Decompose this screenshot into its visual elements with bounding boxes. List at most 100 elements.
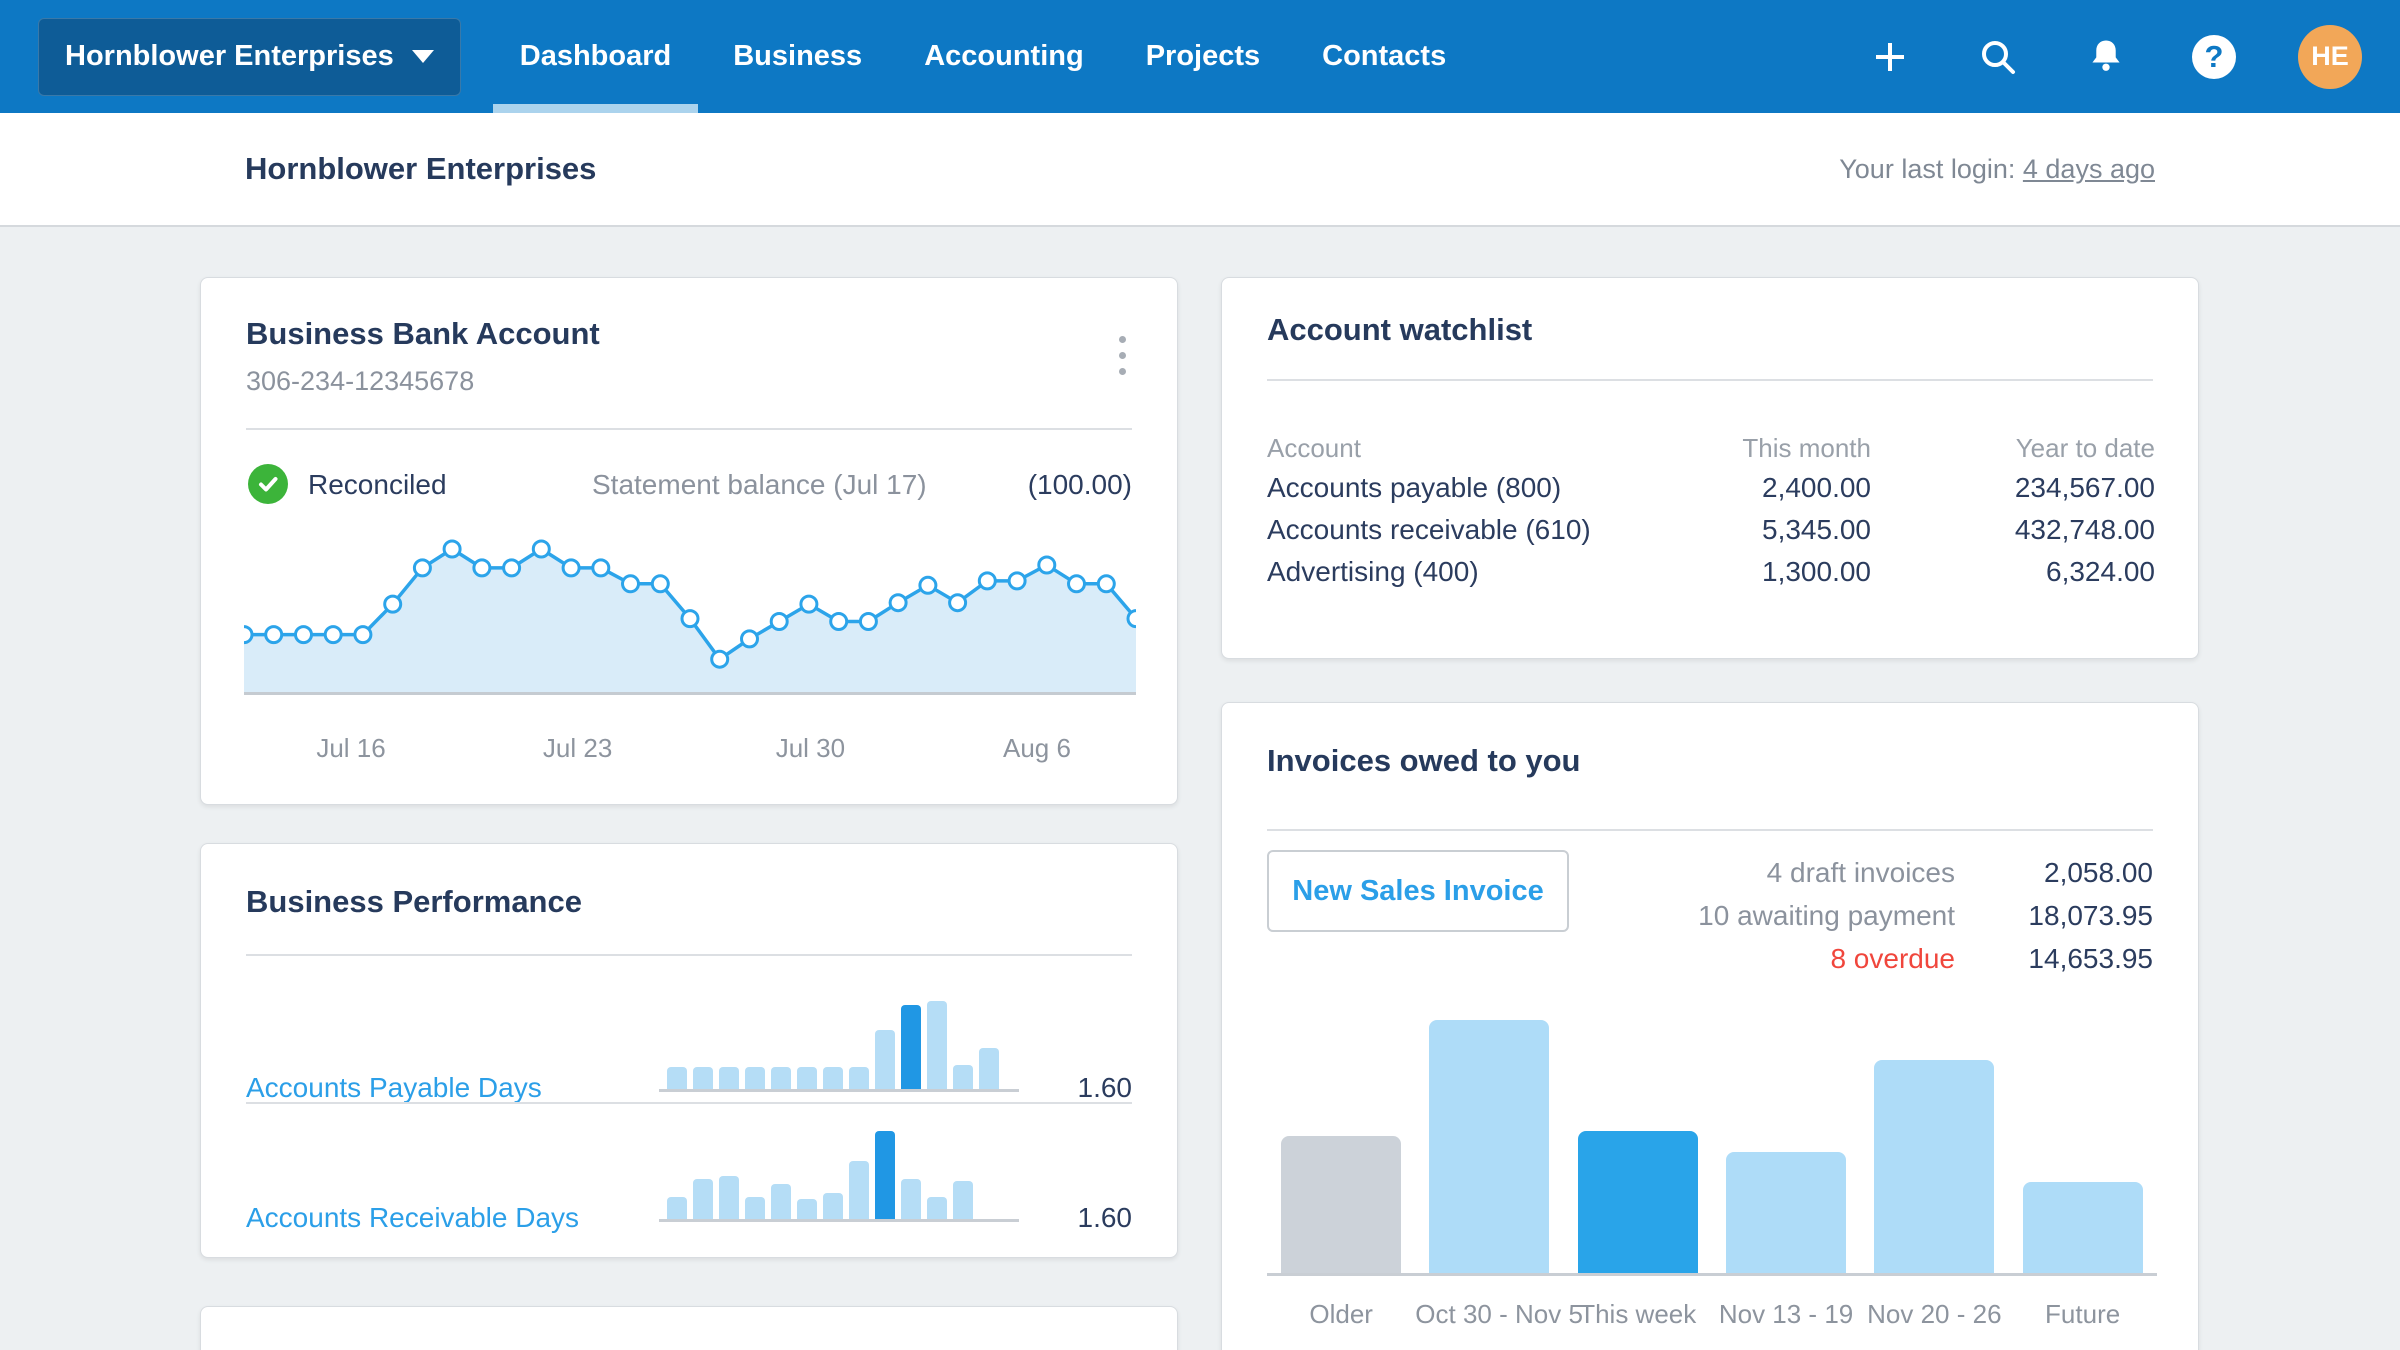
data-point[interactable]: [918, 575, 938, 595]
performance-metric-link[interactable]: Accounts Payable Days: [246, 1072, 542, 1103]
account-value: 1,300.00: [1762, 556, 1871, 587]
account-value: 234,567.00: [2014, 472, 2155, 503]
data-point[interactable]: [888, 593, 908, 613]
data-point[interactable]: [769, 612, 789, 631]
bar-slot: [1415, 1015, 1563, 1273]
data-point[interactable]: [412, 558, 432, 578]
data-point[interactable]: [531, 539, 551, 559]
invoices-owed-card: Invoices owed to you New Sales Invoice 4…: [1221, 702, 2199, 1350]
bell-icon: [2092, 40, 2120, 71]
invoice-week-bar[interactable]: [2022, 1181, 2143, 1273]
data-point[interactable]: [323, 625, 343, 645]
performance-metric-link[interactable]: Accounts Receivable Days: [246, 1202, 580, 1233]
data-point[interactable]: [621, 574, 640, 594]
sparkline-chart[interactable]: [659, 1124, 1019, 1219]
avatar[interactable]: HE: [2298, 24, 2362, 89]
sparkline-bar: [719, 1067, 739, 1089]
data-point[interactable]: [264, 625, 284, 645]
column-header: Account: [1267, 432, 1361, 463]
create-new-button[interactable]: [1866, 33, 1914, 81]
invoice-week-bar[interactable]: [1429, 1020, 1550, 1273]
invoice-week-bar[interactable]: [1726, 1151, 1847, 1273]
data-point[interactable]: [591, 558, 611, 578]
data-point[interactable]: [650, 574, 670, 594]
sparkline-bar: [745, 1197, 765, 1219]
data-point[interactable]: [710, 649, 730, 669]
sparkline-bar: [927, 1197, 947, 1219]
x-axis-label: Aug 6: [1003, 733, 1071, 763]
data-point[interactable]: [472, 558, 492, 578]
sparkline-chart[interactable]: [659, 994, 1019, 1089]
sparkline-bar: [745, 1067, 765, 1089]
bar-slot: [1860, 1015, 2008, 1273]
nav-item-contacts[interactable]: Contacts: [1322, 40, 1447, 72]
search-button[interactable]: [1974, 33, 2022, 81]
data-point[interactable]: [829, 612, 849, 631]
divider: [246, 428, 1132, 430]
bank-account-card: Business Bank Account 306-234-12345678 R…: [200, 277, 1178, 805]
bar-slot: [1564, 1015, 1712, 1273]
invoice-stat-row[interactable]: 8 overdue 14,653.95: [1622, 941, 2153, 977]
data-point[interactable]: [977, 571, 997, 591]
data-point[interactable]: [799, 594, 819, 614]
invoice-week-bar[interactable]: [1874, 1060, 1995, 1273]
sparkline-bar: [823, 1067, 843, 1089]
table-row[interactable]: Accounts receivable (610) 5,345.00 432,748…: [1267, 510, 2155, 550]
divider: [1267, 829, 2153, 831]
invoice-stat-row[interactable]: 4 draft invoices 2,058.00: [1622, 855, 2153, 891]
data-point[interactable]: [383, 594, 403, 614]
last-login-label: Your last login:: [1839, 153, 2023, 184]
data-point[interactable]: [680, 609, 700, 629]
column-header: This month: [1742, 432, 1871, 463]
bank-balance-chart[interactable]: [244, 526, 1136, 698]
invoice-stat-row[interactable]: 10 awaiting payment 18,073.95: [1622, 898, 2153, 934]
data-point[interactable]: [244, 625, 254, 645]
statement-balance-value: (100.00): [1027, 469, 1132, 500]
invoice-week-bar[interactable]: [1281, 1136, 1402, 1273]
check-icon: [259, 477, 278, 492]
data-point[interactable]: [561, 558, 581, 578]
new-sales-invoice-button[interactable]: New Sales Invoice: [1267, 850, 1569, 932]
bar-category-label: Oct 30 - Nov 5: [1415, 1299, 1583, 1329]
invoice-week-bar[interactable]: [1577, 1131, 1698, 1273]
nav-item-business[interactable]: Business: [733, 40, 863, 72]
data-point[interactable]: [1126, 609, 1136, 629]
invoice-amount: 2,058.00: [2044, 857, 2153, 888]
next-card-partial: [200, 1306, 1178, 1350]
data-point[interactable]: [1037, 555, 1057, 575]
table-row[interactable]: Accounts payable (800) 2,400.00 234,567.00: [1267, 468, 2155, 508]
x-axis-label: Jul 23: [542, 733, 613, 763]
nav-item-dashboard[interactable]: Dashboard: [489, 0, 702, 113]
data-point[interactable]: [353, 625, 373, 645]
data-point[interactable]: [1007, 571, 1027, 591]
bar-category-label: Nov 20 - 26: [1867, 1299, 2002, 1329]
bar-category-label: This week: [1579, 1299, 1697, 1329]
nav-item-accounting[interactable]: Accounting: [924, 40, 1084, 72]
sparkline-bar: [823, 1193, 843, 1219]
data-point[interactable]: [1067, 574, 1086, 594]
last-login-link[interactable]: 4 days ago: [2022, 153, 2155, 184]
data-point[interactable]: [740, 629, 759, 649]
x-axis-label: Jul 16: [316, 733, 386, 763]
data-point[interactable]: [858, 612, 878, 631]
bank-chart-x-labels: Jul 16 Jul 23 Jul 30 Aug 6: [244, 733, 1136, 765]
kebab-menu-icon[interactable]: [1119, 336, 1127, 384]
org-switcher-button[interactable]: Hornblower Enterprises: [38, 17, 461, 96]
divider: [1267, 379, 2153, 381]
data-point[interactable]: [294, 625, 313, 645]
data-point[interactable]: [1096, 574, 1116, 594]
reconciled-badge: [248, 464, 288, 504]
help-button[interactable]: ?: [2190, 33, 2238, 81]
performance-metric-value: 1.60: [1077, 1072, 1133, 1103]
data-point[interactable]: [948, 593, 968, 613]
table-row[interactable]: Advertising (400) 1,300.00 6,324.00: [1267, 552, 2155, 592]
data-point[interactable]: [442, 539, 462, 559]
invoices-bar-chart[interactable]: [1267, 1015, 2157, 1273]
data-point[interactable]: [502, 558, 522, 578]
sparkline-bar: [693, 1067, 713, 1089]
notifications-button[interactable]: [2082, 33, 2130, 81]
account-name: Advertising (400): [1267, 556, 1479, 587]
nav-item-projects[interactable]: Projects: [1145, 40, 1261, 72]
nav-actions: ? HE: [1866, 24, 2362, 89]
column-header: Year to date: [2015, 432, 2155, 463]
